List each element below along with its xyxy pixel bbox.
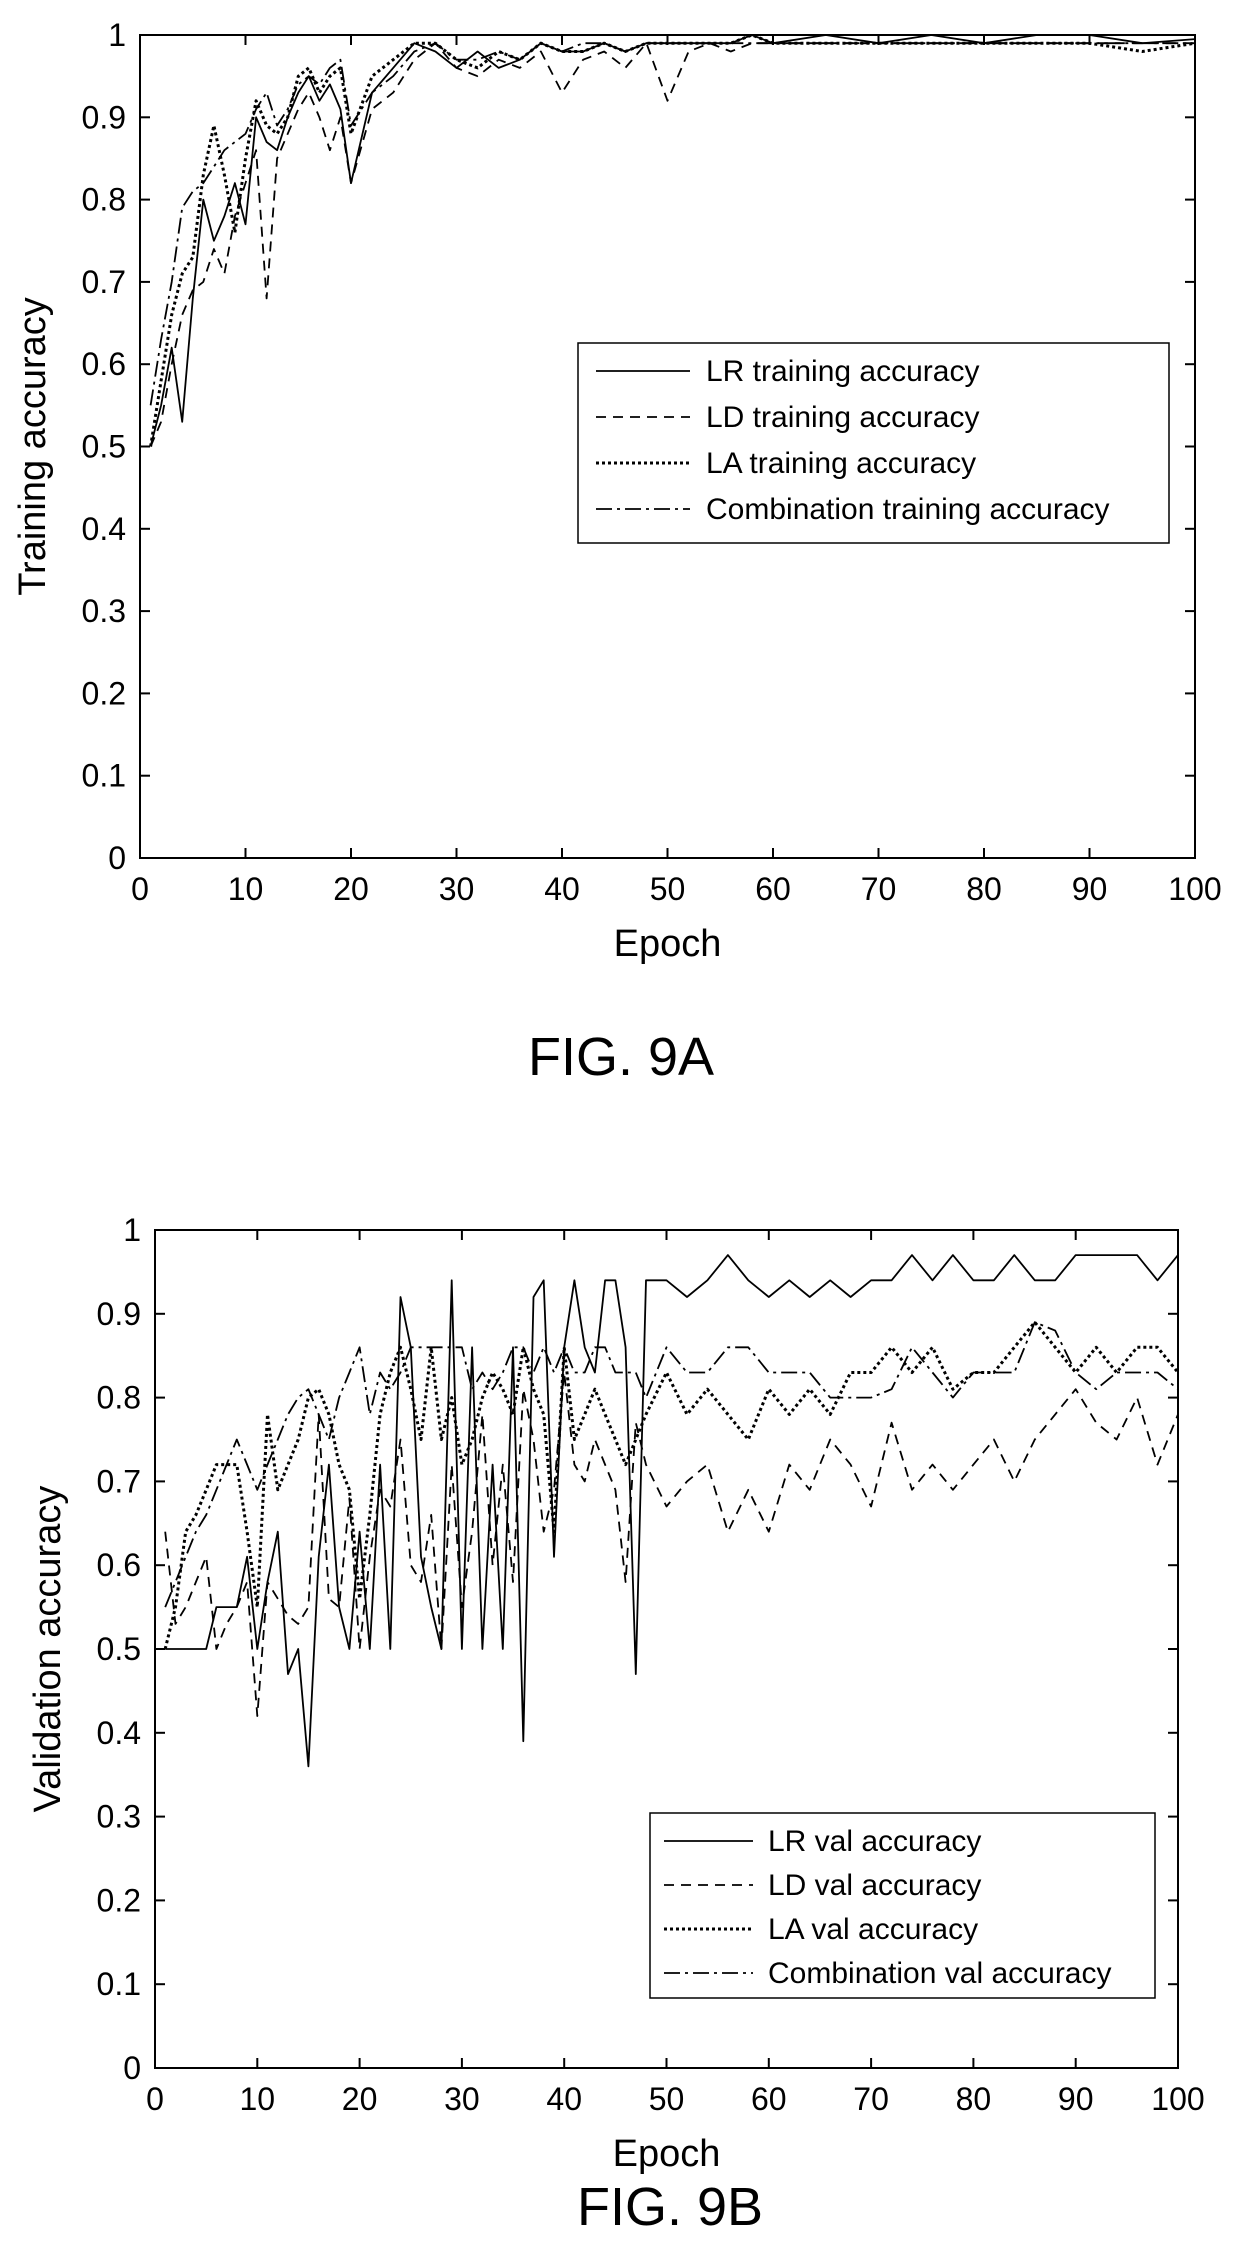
training-x-tick-label: 70 — [861, 871, 897, 907]
training-figure-caption: FIG. 9A — [528, 1027, 714, 1087]
training-y-tick-label: 0.2 — [82, 675, 126, 711]
training-x-tick-label: 0 — [131, 871, 149, 907]
validation-x-tick-label: 40 — [546, 2081, 582, 2117]
training-x-tick-label: 20 — [333, 871, 369, 907]
training-x-tick-label: 50 — [650, 871, 686, 907]
validation-legend-entry-3: LA val accuracy — [768, 1913, 978, 1946]
training-series-line-1 — [149, 34, 1196, 447]
training-y-tick-label: 0 — [108, 840, 126, 876]
training-x-tick-label: 30 — [439, 871, 475, 907]
validation-series-line-4 — [164, 1321, 1179, 1608]
validation-y-axis-label: Validation accuracy — [27, 1486, 69, 1813]
training-legend-entry-2: LD training accuracy — [706, 401, 979, 434]
validation-series-line-2 — [164, 1371, 1179, 1717]
validation-x-tick-label: 60 — [751, 2081, 787, 2117]
validation-y-tick-label: 0 — [123, 2050, 141, 2086]
validation-legend-entry-2: LD val accuracy — [768, 1869, 981, 1902]
validation-figure-caption: FIG. 9B — [577, 2177, 763, 2237]
training-y-tick-label: 0.4 — [82, 511, 126, 547]
validation-legend-entry-1: LR val accuracy — [768, 1825, 981, 1858]
validation-x-tick-label: 20 — [342, 2081, 378, 2117]
training-legend-entry-4: Combination training accuracy — [706, 493, 1110, 526]
training-y-tick-label: 1 — [108, 17, 126, 53]
validation-x-tick-label: 10 — [240, 2081, 276, 2117]
validation-series-line-1 — [165, 1254, 1179, 1768]
validation-x-axis-label: Epoch — [613, 2133, 721, 2175]
validation-accuracy-chart: 0 10 20 30 40 50 60 70 80 90 100 0 0.1 0.2 0.3 0.4 0.5 0.… — [27, 1212, 1205, 2237]
validation-x-tick-label: 70 — [853, 2081, 889, 2117]
validation-y-tick-label: 0.5 — [97, 1631, 141, 1667]
validation-x-tick-label: 90 — [1058, 2081, 1094, 2117]
training-y-tick-label: 0.5 — [82, 429, 126, 465]
training-x-tick-label: 100 — [1168, 871, 1221, 907]
training-y-tick-label: 0.9 — [82, 99, 126, 135]
training-x-tick-label: 80 — [966, 871, 1002, 907]
validation-legend-box — [649, 1812, 1156, 1999]
training-series-line-4 — [149, 42, 1195, 406]
validation-y-tick-label: 0.8 — [97, 1380, 141, 1416]
training-y-tick-label: 0.3 — [82, 593, 126, 629]
validation-y-tick-label: 0.2 — [97, 1882, 141, 1918]
training-y-tick-label: 0.7 — [82, 264, 126, 300]
training-x-tick-label: 40 — [544, 871, 580, 907]
validation-x-tick-label: 0 — [146, 2081, 164, 2117]
validation-x-tick-label: 80 — [956, 2081, 992, 2117]
validation-y-tick-label: 0.7 — [97, 1463, 141, 1499]
training-y-tick-label: 0.1 — [82, 758, 126, 794]
training-x-tick-label: 60 — [755, 871, 791, 907]
validation-x-tick-label: 50 — [649, 2081, 685, 2117]
training-series-line-3 — [149, 33, 1196, 447]
training-legend-entry-3: LA training accuracy — [706, 447, 976, 480]
validation-y-tick-label: 0.3 — [97, 1799, 141, 1835]
training-legend: LR training accuracy LD training accuracy… — [577, 342, 1170, 544]
training-x-tick-label: 10 — [228, 871, 264, 907]
training-y-tick-label: 0.8 — [82, 182, 126, 218]
validation-x-tick-label: 30 — [444, 2081, 480, 2117]
validation-y-tick-label: 1 — [123, 1212, 141, 1248]
validation-x-tick-label: 100 — [1151, 2081, 1204, 2117]
training-x-tick-label: 90 — [1072, 871, 1108, 907]
validation-legend: LR val accuracy LD val accuracy LA val acc… — [649, 1812, 1156, 1999]
training-y-axis-label: Training accuracy — [12, 297, 54, 596]
validation-y-tick-label: 0.1 — [97, 1966, 141, 2002]
validation-series-line-3 — [163, 1320, 1180, 1650]
validation-y-tick-label: 0.9 — [97, 1296, 141, 1332]
training-x-axis-label: Epoch — [614, 923, 722, 965]
training-y-tick-label: 0.6 — [82, 346, 126, 382]
validation-legend-entry-4: Combination val accuracy — [768, 1957, 1112, 1990]
validation-y-tick-label: 0.6 — [97, 1547, 141, 1583]
training-legend-entry-1: LR training accuracy — [706, 355, 979, 388]
training-accuracy-chart: 0 10 20 30 40 50 60 70 80 90 100 0 0.1 0.2 0.3 0.4 0.5 0.… — [12, 17, 1222, 1087]
validation-y-tick-label: 0.4 — [97, 1715, 141, 1751]
training-series-line-2 — [149, 42, 1195, 447]
